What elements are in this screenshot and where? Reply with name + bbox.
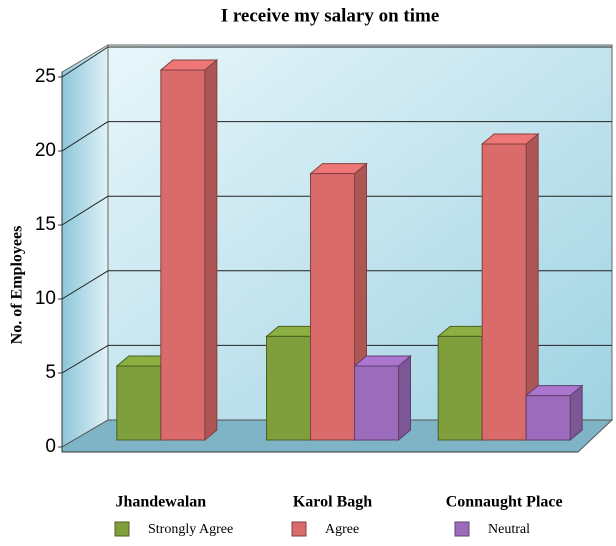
bar [437, 335, 483, 441]
side-wall [61, 44, 109, 448]
legend-label: Neutral [488, 522, 530, 537]
y-tick-label: 25 [35, 66, 56, 87]
y-axis-label: No. of Employees [9, 226, 26, 345]
x-tick-label: Karol Bagh [293, 494, 372, 511]
grid-line [61, 270, 109, 300]
bar [310, 173, 355, 441]
x-tick-label: Connaught Place [446, 494, 563, 511]
legend-swatch [454, 521, 470, 537]
x-tick-label: Jhandewalan [115, 494, 206, 511]
bar [525, 395, 571, 441]
bar [481, 143, 527, 441]
bar [266, 335, 311, 441]
legend-label: Agree [325, 522, 359, 537]
chart-title: I receive my salary on time [221, 5, 440, 26]
bar [160, 69, 206, 441]
y-tick-label: 10 [35, 288, 56, 309]
bar-side [204, 58, 218, 442]
grid-line [61, 344, 109, 374]
legend-swatch [114, 521, 130, 537]
grid-line [61, 121, 109, 152]
y-tick-label: 5 [45, 362, 56, 383]
grid-line [61, 46, 109, 78]
legend-label: Strongly Agree [148, 522, 233, 537]
bar [116, 365, 162, 441]
y-tick-label: 15 [35, 214, 56, 235]
bar [354, 365, 399, 441]
grid-line [61, 195, 109, 226]
legend-swatch [291, 521, 307, 537]
y-tick-label: 20 [35, 140, 56, 161]
bar-side [398, 354, 411, 442]
y-tick-label: 0 [45, 436, 56, 457]
